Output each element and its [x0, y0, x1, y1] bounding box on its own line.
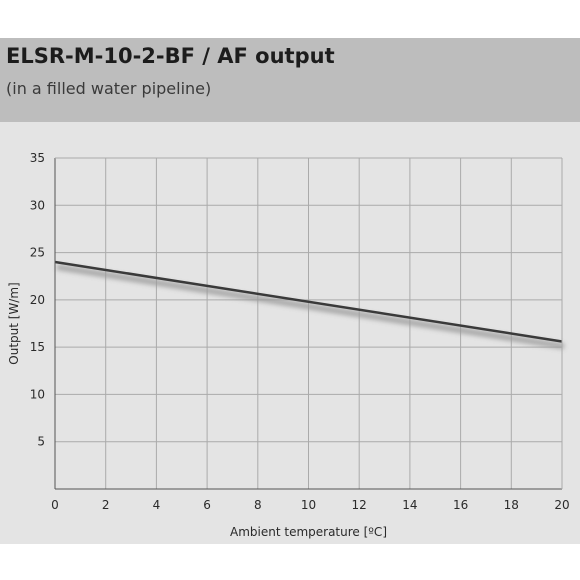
x-tick-label: 20	[554, 498, 569, 512]
y-tick-label: 20	[30, 293, 45, 307]
x-tick-label: 8	[254, 498, 262, 512]
x-axis-label: Ambient temperature [ºC]	[230, 525, 387, 539]
y-tick-label: 35	[30, 151, 45, 165]
x-tick-label: 18	[504, 498, 519, 512]
chart-header: ELSR-M-10-2-BF / AF output (in a filled …	[0, 38, 580, 122]
series-line-shadow	[56, 264, 565, 350]
x-tick-label: 4	[153, 498, 161, 512]
y-tick-label: 15	[30, 340, 45, 354]
x-tick-label: 14	[402, 498, 417, 512]
x-tick-label: 6	[203, 498, 211, 512]
x-tick-label: 12	[352, 498, 367, 512]
series-line	[54, 260, 563, 343]
y-tick-label: 10	[30, 387, 45, 401]
output-chart: 0 2 4 6 8 10 12 14 16 18 20 5 10 15 20 25 30 35 Ambient t…	[7, 151, 570, 539]
chart-subtitle: (in a filled water pipeline)	[6, 79, 212, 98]
x-tick-label: 0	[51, 498, 59, 512]
x-tick-label: 2	[102, 498, 110, 512]
x-tick-label: 10	[301, 498, 316, 512]
y-axis-label: Output [W/m]	[7, 282, 21, 364]
y-tick-label: 5	[37, 435, 45, 449]
y-tick-label: 30	[30, 198, 45, 212]
y-tick-label: 25	[30, 246, 45, 260]
x-tick-label: 16	[453, 498, 468, 512]
chart-title: ELSR-M-10-2-BF / AF output	[6, 44, 335, 68]
chart-area: 0 2 4 6 8 10 12 14 16 18 20 5 10 15 20 25 30 35 Ambient t…	[0, 122, 580, 544]
